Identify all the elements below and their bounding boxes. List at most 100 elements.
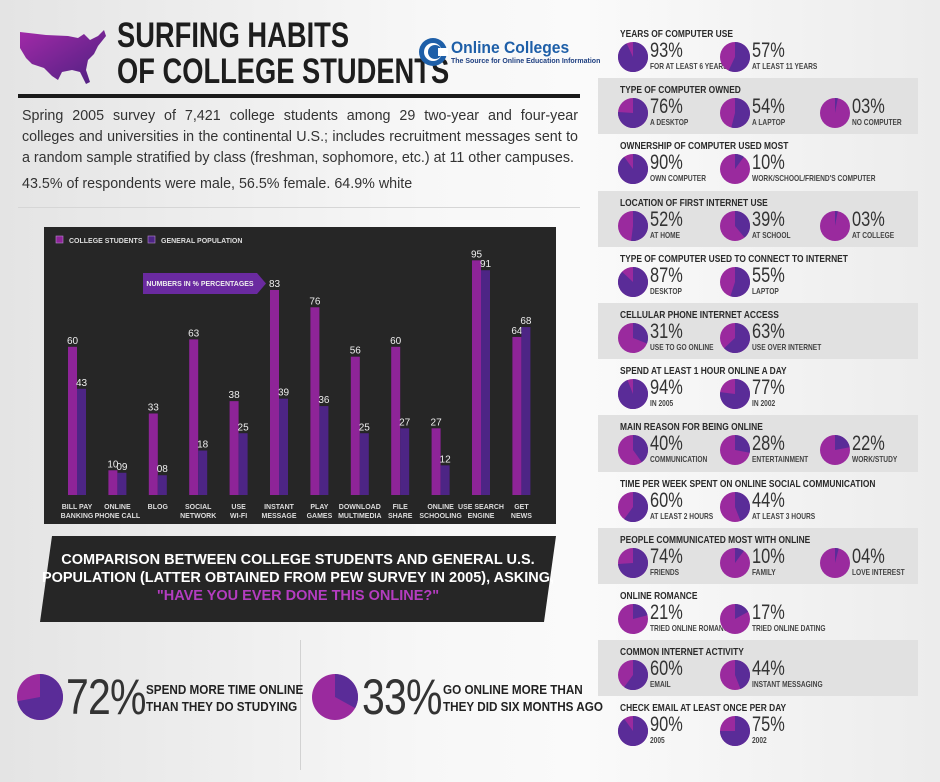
category-label: ENGINE: [468, 513, 495, 520]
category-label: NEWS: [511, 513, 532, 520]
bar-value-label: 91: [480, 259, 492, 270]
pie-chart-icon: [720, 603, 750, 634]
stat-percent: 17%: [752, 600, 785, 624]
bar-general: [157, 475, 167, 495]
stat-percent: 60%: [650, 657, 683, 681]
stat-label: ENTERTAINMENT: [752, 454, 809, 465]
pie-slice: [735, 660, 750, 690]
bar-value-label: 08: [157, 464, 169, 475]
bar-value-label: 12: [440, 454, 452, 465]
stat-section: OWNERSHIP OF COMPUTER USED MOST 90% OWN CO…: [598, 134, 918, 190]
pie-slice: [633, 322, 648, 344]
pie-chart-icon: [720, 42, 750, 72]
bar-college: [68, 346, 77, 495]
stats-panel: YEARS OF COMPUTER USE 93% FOR AT LEAST 6 Y…: [598, 22, 918, 752]
category-label: BANKING: [61, 513, 94, 520]
stat-caption: GO ONLINE MORE THAN THEY DID SIX MONTHS A…: [443, 681, 603, 715]
pie-chart-icon: [618, 491, 648, 522]
stat-section: SPEND AT LEAST 1 HOUR ONLINE A DAY 94% IN …: [598, 359, 918, 415]
stat-label: AT LEAST 2 HOURS: [650, 510, 714, 521]
stat-label: TRIED ONLINE DATING: [752, 622, 826, 633]
bar-value-label: 56: [350, 346, 362, 357]
bar-college: [108, 470, 118, 495]
section-title: PEOPLE COMMUNICATED MOST WITH ONLINE: [620, 533, 811, 546]
stat-section: TYPE OF COMPUTER OWNED 76% A DESKTOP 54% A L…: [598, 78, 918, 135]
stat-label: LAPTOP: [752, 285, 779, 296]
section-title: TYPE OF COMPUTER OWNED: [620, 84, 741, 97]
pie-chart-icon: [618, 716, 648, 747]
stat-section: TYPE OF COMPUTER USED TO CONNECT TO INTE…: [598, 247, 918, 303]
pie-chart-icon: [720, 210, 750, 241]
pie-slice: [735, 435, 750, 454]
pie-chart-icon: [720, 435, 750, 466]
section-title: TIME PER WEEK SPENT ON ONLINE SOCIAL COM…: [620, 477, 876, 490]
category-label: WI-FI: [230, 513, 247, 520]
pie-slice: [633, 435, 648, 463]
stat-percent: 03%: [852, 95, 885, 119]
usa-map-icon: [20, 30, 106, 84]
pie-slice: [735, 603, 749, 619]
pie-chart-icon: [720, 716, 750, 747]
bar-college: [310, 307, 320, 495]
stat-label: WORK/STUDY: [852, 454, 898, 465]
stat-label: OWN COMPUTER: [650, 173, 706, 184]
section-title: TYPE OF COMPUTER USED TO CONNECT TO INTE…: [620, 252, 848, 265]
logo-c-icon: [419, 38, 448, 66]
category-label: SHARE: [388, 513, 413, 520]
stat-label: AT LEAST 3 HOURS: [752, 510, 816, 521]
stat-label: A DESKTOP: [650, 117, 689, 128]
category-label: USE: [231, 504, 246, 511]
stat-label: NO COMPUTER: [852, 117, 902, 128]
category-label: SOCIAL: [185, 504, 212, 511]
bar-value-label: 83: [269, 279, 281, 290]
legend-swatch: [55, 235, 64, 244]
intro-text: Spring 2005 survey of 7,421 college stud…: [22, 108, 578, 166]
annotation-label: NUMBERS IN % PERCENTAGES: [146, 281, 254, 288]
stat-label: COMMUNICATION: [650, 454, 708, 465]
bar-value-label: 43: [76, 378, 88, 389]
pie-slice: [618, 42, 648, 72]
bar-college: [350, 356, 360, 495]
pie-slice: [633, 603, 648, 619]
bar-value-label: 68: [520, 316, 532, 327]
pie-chart-icon: [720, 547, 750, 578]
pie-slice: [720, 716, 750, 747]
category-label: MULTIMEDIA: [338, 513, 381, 520]
section-title: SPEND AT LEAST 1 HOUR ONLINE A DAY: [620, 365, 787, 378]
bar-value-label: 63: [188, 328, 200, 339]
pie-slice: [631, 210, 648, 241]
bar-value-label: 95: [471, 249, 483, 260]
stat-percent: 60%: [650, 488, 683, 512]
stat-percent: 76%: [650, 95, 683, 119]
stat-label: DESKTOP: [650, 285, 682, 296]
section-title: OWNERSHIP OF COMPUTER USED MOST: [620, 140, 789, 153]
stat-percent: 31%: [650, 319, 683, 343]
stat-section: CHECK EMAIL AT LEAST ONCE PER DAY 90% 2005…: [598, 696, 918, 752]
demographics-text: 43.5% of respondents were male, 56.5% fe…: [22, 176, 413, 192]
stat-percent: 21%: [650, 600, 683, 624]
stat-label: FRIENDS: [650, 566, 680, 577]
stat-pie-33: [312, 674, 358, 720]
stat-label: FOR AT LEAST 6 YEARS: [650, 61, 728, 71]
category-label: ONLINE: [104, 504, 131, 511]
stat-label: 2005: [650, 735, 665, 746]
category-label: PHONE CALL: [95, 513, 141, 520]
pie-slice: [731, 98, 750, 129]
stat-percent: 77%: [752, 376, 785, 400]
pie-chart-icon: [618, 435, 648, 466]
pie-slice: [618, 98, 648, 129]
bar-value-label: 27: [399, 417, 411, 428]
stat-percent: 10%: [752, 544, 785, 568]
stat-percent: 44%: [752, 488, 785, 512]
stat-label: AT LEAST 11 YEARS: [752, 61, 818, 71]
pie-chart-icon: [720, 379, 750, 410]
legend-label: COLLEGE STUDENTS: [69, 238, 143, 245]
bar-general: [198, 450, 208, 495]
pie-slice: [728, 42, 750, 72]
pie-slice: [720, 379, 750, 410]
header-divider: [18, 94, 580, 98]
bar-general: [279, 398, 288, 495]
category-label: INSTANT: [264, 504, 295, 511]
bar-value-label: 33: [148, 402, 160, 413]
bar-value-label: 09: [116, 462, 128, 473]
